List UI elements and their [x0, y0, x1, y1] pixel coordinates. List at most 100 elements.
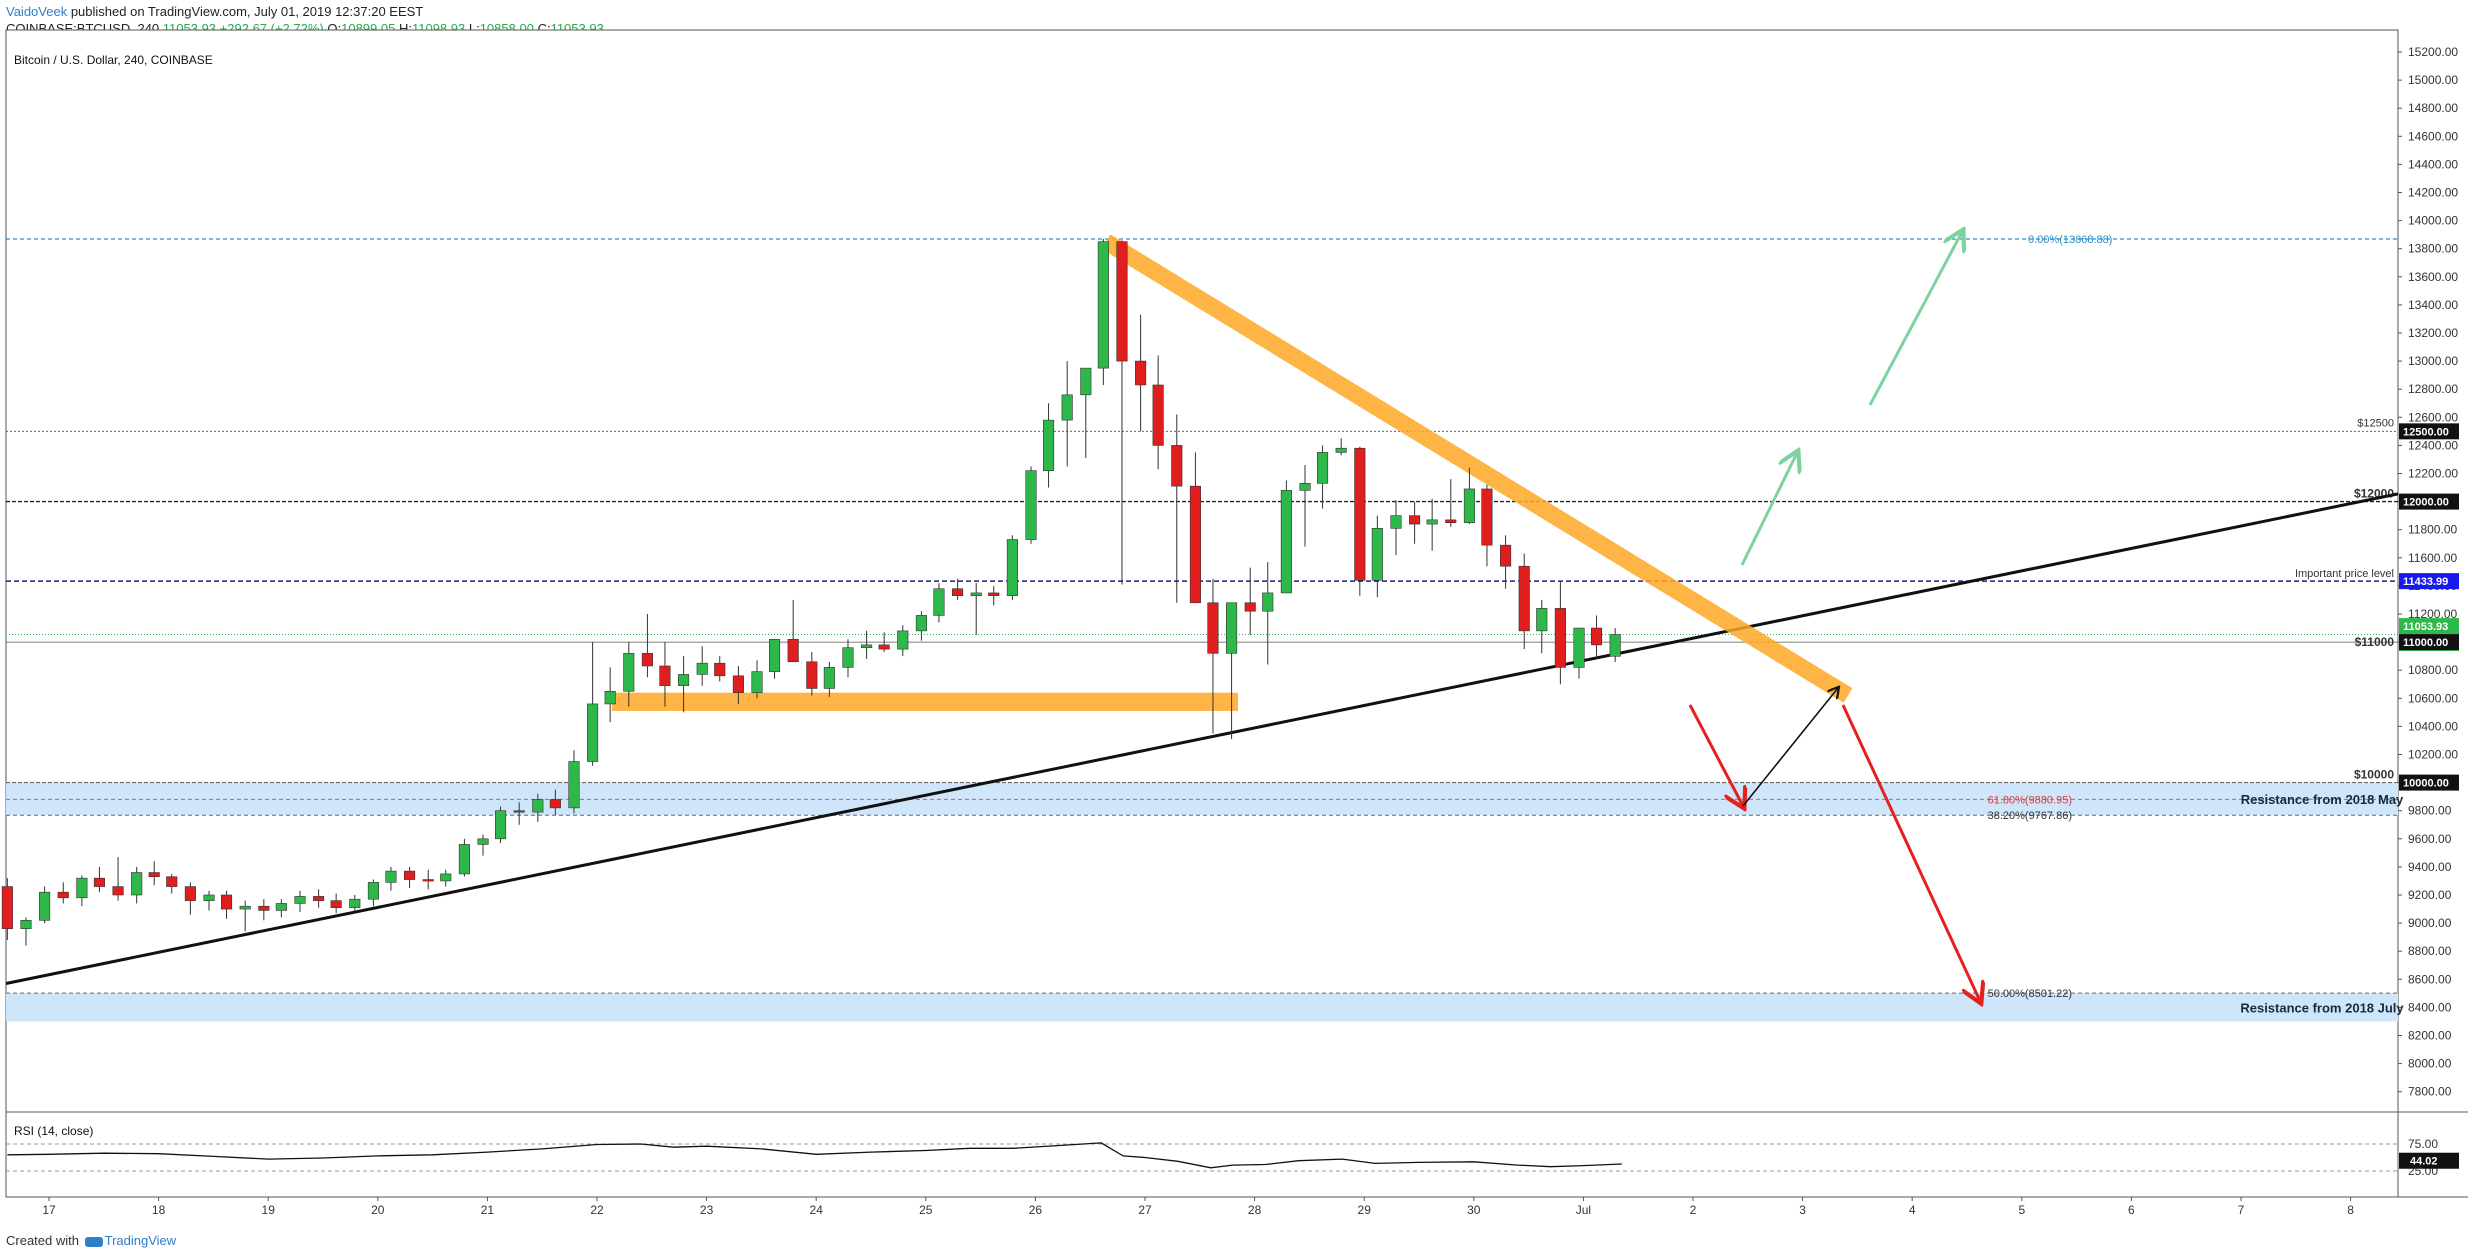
x-tick-label: 22 — [590, 1203, 604, 1217]
fib-382-label: 38.20%(9767.86) — [1988, 810, 2072, 822]
rsi-line — [7, 1142, 1622, 1169]
candle-body — [1390, 515, 1402, 529]
candle-body — [275, 903, 287, 911]
x-tick-label: 21 — [481, 1203, 495, 1217]
badge-10000: 10000.00 — [2403, 778, 2449, 790]
candle-body — [751, 671, 763, 693]
badge-10000-bg — [2399, 774, 2459, 791]
y-tick-label: 10400.00 — [2408, 719, 2458, 733]
x-tick-label: 18 — [152, 1203, 166, 1217]
candle-body — [294, 896, 306, 904]
candle-body — [1445, 519, 1457, 523]
candle-body — [148, 872, 160, 878]
candle-body — [1006, 539, 1018, 597]
candle-body — [513, 810, 525, 813]
candle-body — [1080, 367, 1092, 396]
footer: Created with TradingView — [6, 1233, 176, 1248]
candle-body — [1207, 602, 1219, 654]
candle-body — [604, 690, 616, 705]
candle-body — [769, 638, 781, 672]
y-tick-label: 9600.00 — [2408, 832, 2452, 846]
y-tick-label: 13400.00 — [2408, 298, 2458, 312]
candle-body — [568, 761, 580, 809]
candle-body — [988, 592, 1000, 597]
badge-important: 11433.99 — [2403, 576, 2448, 588]
candle-body — [1226, 602, 1238, 654]
candle-body — [587, 703, 599, 762]
y-tick-label: 13600.00 — [2408, 270, 2458, 284]
y-tick-label: 14200.00 — [2408, 186, 2458, 200]
candle-body — [112, 886, 124, 896]
y-tick-label: 12400.00 — [2408, 438, 2458, 452]
low-label: L: — [468, 21, 480, 36]
candle-body — [1554, 608, 1566, 668]
candle-body — [1171, 445, 1183, 487]
badge-11000-bg — [2399, 634, 2459, 651]
y-tick-label: 7800.00 — [2408, 1085, 2452, 1099]
red-arrow-long — [1841, 704, 1980, 1001]
x-tick-label: 19 — [262, 1203, 276, 1217]
candle-body — [1043, 419, 1055, 471]
fib-50-label: 50.00%(8501.22) — [1988, 988, 2072, 1000]
candle-body — [39, 891, 51, 921]
created-with-label: Created with — [6, 1233, 79, 1248]
candle-body — [330, 900, 342, 908]
badge-12000-bg — [2399, 493, 2459, 510]
candle-body — [385, 870, 397, 883]
candle-body — [659, 665, 671, 686]
x-tick-label: 5 — [2018, 1203, 2025, 1217]
zone-label-resistance-2018-july: Resistance from 2018 July — [2240, 1000, 2404, 1015]
candle-body — [1371, 527, 1383, 581]
rsi-tick-label: 75.00 — [2408, 1137, 2438, 1151]
tradingview-logo-icon — [84, 1236, 103, 1247]
x-tick-label: 3 — [1799, 1203, 1806, 1217]
y-tick-label: 15000.00 — [2408, 73, 2458, 87]
candle-body — [1, 886, 13, 930]
y-tick-label: 9200.00 — [2408, 888, 2452, 902]
candle-body — [349, 898, 361, 908]
candle-body — [93, 877, 105, 887]
candle-body — [1262, 592, 1274, 612]
candle-body — [20, 919, 32, 930]
zone-resistance-2018-may — [6, 782, 2398, 816]
x-tick-label: 2 — [1690, 1203, 1697, 1217]
x-tick-label: 28 — [1248, 1203, 1262, 1217]
candle-body — [221, 894, 233, 910]
y-tick-label: 15200.00 — [2408, 45, 2458, 59]
badge-12500: 12500.00 — [2403, 426, 2449, 438]
x-tick-label: 25 — [919, 1203, 933, 1217]
fib-0-label: 0.00%(13868.88) — [2028, 234, 2112, 246]
chart-title: Bitcoin / U.S. Dollar, 240, COINBASE — [14, 53, 213, 67]
level-11000-label: $11000 — [2355, 635, 2395, 649]
tradingview-brand-link[interactable]: TradingView — [104, 1233, 177, 1248]
candle-body — [878, 644, 890, 650]
y-tick-label: 14600.00 — [2408, 129, 2458, 143]
candle-body — [806, 661, 818, 689]
badge-current-price-bg — [2399, 618, 2459, 635]
y-tick-label: 10800.00 — [2408, 663, 2458, 677]
candle-body — [714, 662, 726, 677]
badge-important-bg — [2399, 573, 2459, 590]
y-tick-label: 8000.00 — [2408, 1057, 2452, 1071]
fib-618-label: 61.80%(9880.95) — [1988, 794, 2072, 806]
green-arrow-short — [1740, 453, 1797, 566]
author-link[interactable]: VaidoVeek — [6, 4, 68, 19]
candle-body — [732, 675, 744, 693]
candle-body — [1409, 515, 1421, 525]
candle-body — [1500, 544, 1512, 567]
x-tick-label: 26 — [1029, 1203, 1043, 1217]
candle-body — [184, 886, 196, 901]
candle-body — [1299, 483, 1311, 491]
y-tick-label: 11600.00 — [2408, 551, 2457, 565]
x-tick-label: 20 — [371, 1203, 385, 1217]
candle-body — [787, 638, 799, 663]
candle-body — [641, 653, 653, 667]
y-tick-label: 12600.00 — [2408, 410, 2458, 424]
x-tick-label: 24 — [810, 1203, 824, 1217]
candle-body — [1463, 488, 1475, 523]
x-tick-label: 8 — [2347, 1203, 2354, 1217]
rsi-value-badge: 44.02 — [2410, 1156, 2438, 1168]
candle-body — [1354, 447, 1366, 581]
candle-body — [623, 653, 635, 692]
